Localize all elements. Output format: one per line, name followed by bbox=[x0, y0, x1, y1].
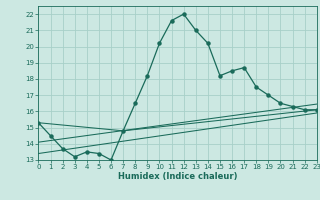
X-axis label: Humidex (Indice chaleur): Humidex (Indice chaleur) bbox=[118, 172, 237, 181]
